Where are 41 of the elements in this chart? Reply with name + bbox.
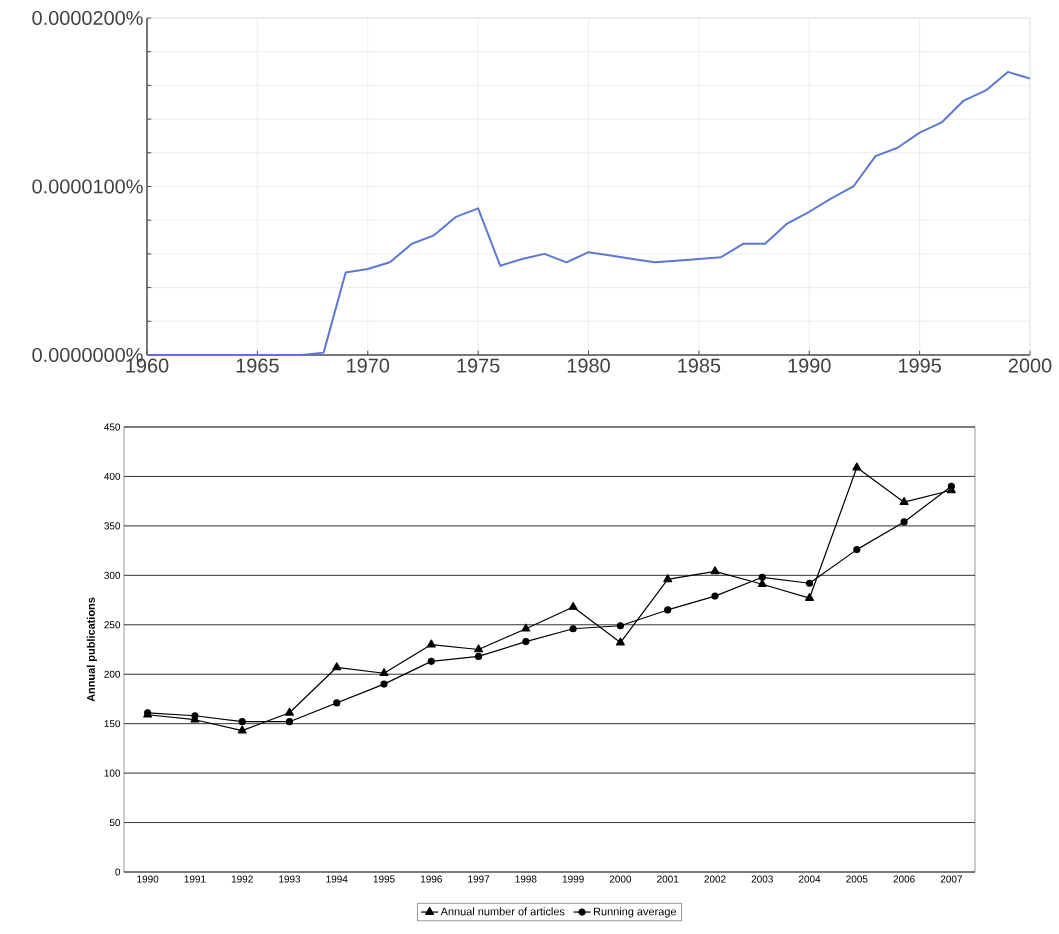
y-tick-label: 0.0000100% [32, 179, 143, 194]
x-tick-label: 1995 [898, 358, 941, 373]
y-tick-label: 0 [115, 868, 121, 876]
y-tick-label: 100 [104, 769, 121, 777]
y-tick-label: 350 [104, 522, 121, 530]
x-tick-label: 2006 [893, 875, 915, 883]
x-tick-label: 1965 [236, 358, 279, 373]
y-tick-label: 450 [104, 423, 121, 431]
x-tick-label: 1994 [326, 875, 348, 883]
x-tick-label: 2007 [940, 875, 962, 883]
y-tick-label: 0.0000200% [32, 10, 143, 26]
x-tick-label: 1997 [468, 875, 490, 883]
x-tick-label: 2004 [798, 875, 821, 883]
x-tick-label: 2000 [609, 875, 632, 883]
x-tick-label: 1996 [420, 875, 442, 883]
x-tick-label: 2000 [1008, 358, 1052, 373]
x-tick-label: 1990 [137, 875, 159, 883]
x-tick-label: 1975 [457, 358, 500, 373]
y-tick-label: 150 [104, 720, 121, 728]
x-tick-label: 2005 [846, 875, 868, 883]
y-tick-label: 300 [104, 571, 121, 579]
x-tick-label: 1998 [515, 875, 537, 883]
y-tick-label: 200 [104, 670, 121, 678]
x-tick-label: 1985 [678, 358, 721, 373]
x-tick-label: 1980 [567, 358, 610, 373]
x-tick-label: 2002 [704, 875, 726, 883]
y-tick-label: 250 [104, 621, 121, 629]
x-tick-label: 1999 [562, 875, 584, 883]
x-tick-label: 1993 [279, 875, 301, 883]
y-tick-label: 50 [109, 819, 121, 827]
x-tick-label: 1995 [373, 875, 395, 883]
x-tick-label: 1970 [347, 358, 390, 373]
y-tick-label: 400 [104, 472, 121, 480]
x-tick-label: 2003 [751, 875, 773, 883]
x-tick-label: 2001 [657, 875, 679, 883]
legend-label: Annual number of articles [440, 907, 565, 916]
legend-label: Running average [593, 907, 677, 918]
x-tick-label: 1990 [788, 358, 831, 373]
x-tick-label: 1992 [231, 875, 253, 883]
x-tick-label: 1991 [184, 875, 206, 883]
y-axis-title: Annual publications [86, 597, 98, 702]
